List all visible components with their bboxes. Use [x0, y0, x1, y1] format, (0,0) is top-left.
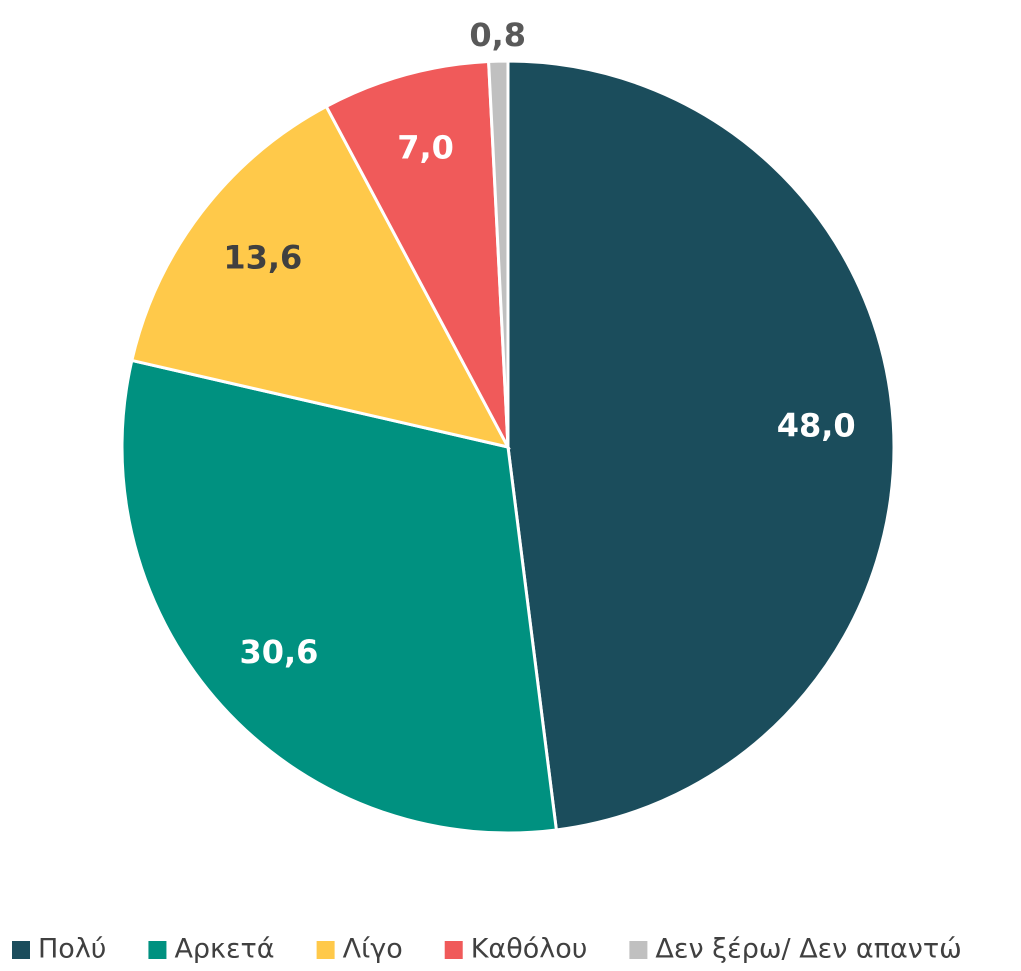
legend-label: Αρκετά [174, 934, 274, 965]
pie-slice [324, 59, 510, 448]
data-label: 13,6 [223, 238, 302, 276]
legend-label: Καθόλου [471, 934, 588, 965]
data-label: 7,0 [397, 128, 454, 166]
data-label: 30,6 [239, 633, 318, 671]
legend-swatch [148, 941, 167, 959]
legend-swatch [444, 941, 463, 959]
pie-slice [120, 358, 559, 835]
legend-swatch [316, 941, 335, 959]
legend-swatch [12, 941, 30, 959]
pie-slice [487, 59, 510, 448]
data-label: 48,0 [777, 407, 856, 445]
data-label: 0,8 [469, 16, 526, 54]
legend-label: Δεν ξέρω/ Δεν απαντώ [655, 934, 961, 965]
legend-swatch [629, 941, 648, 959]
pie-slice [506, 59, 896, 832]
pie-slice [130, 104, 511, 450]
legend-label: Λίγο [343, 934, 403, 965]
legend-label: Πολύ [38, 934, 106, 965]
